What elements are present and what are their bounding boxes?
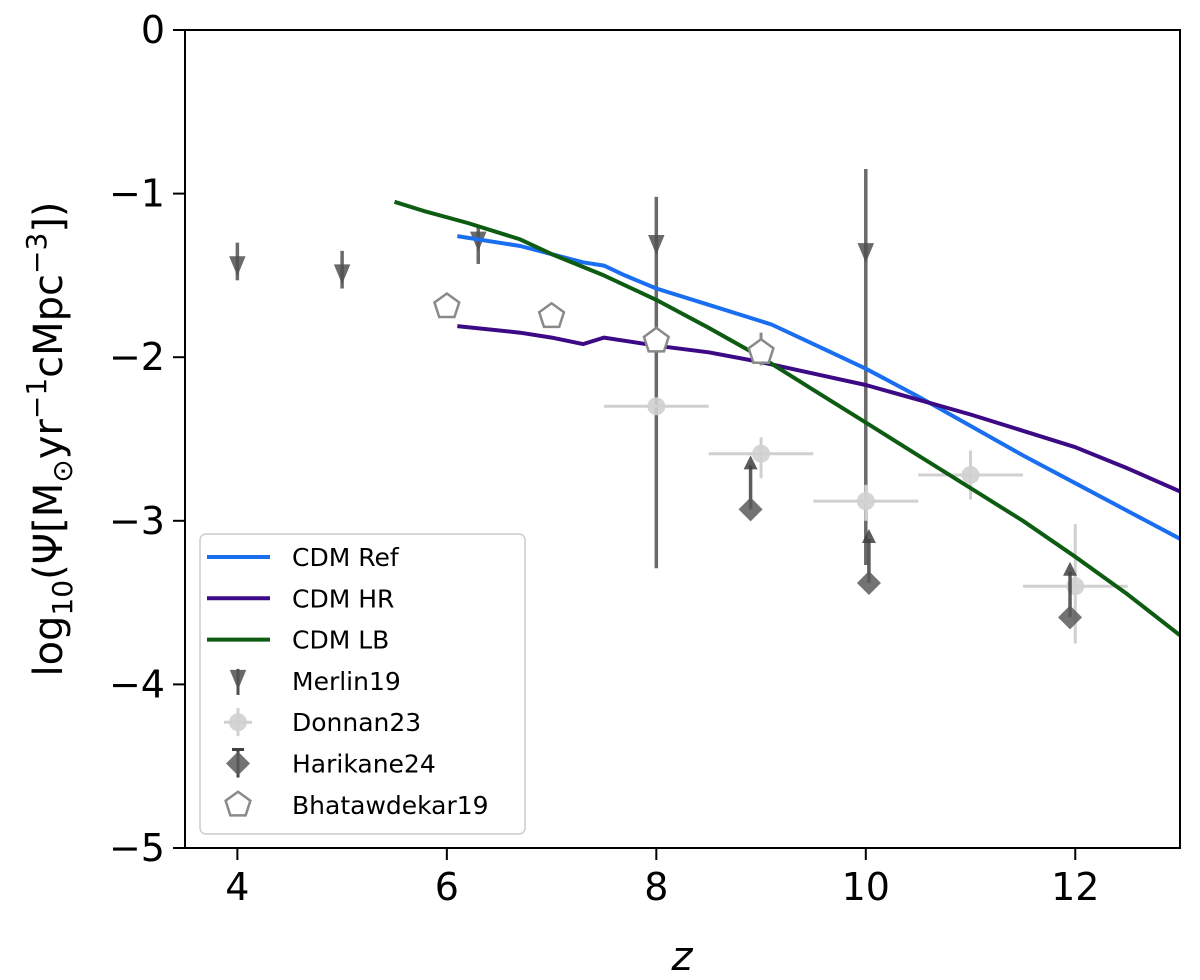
- legend-marker: [224, 790, 252, 817]
- series-line-cdm-ref: [456, 234, 1180, 541]
- legend-marker: [229, 669, 247, 690]
- legend-label: CDM HR: [292, 584, 394, 613]
- bhatawdekar-point: [537, 301, 566, 329]
- donnan-point: [647, 397, 666, 416]
- y-tick-label: −2: [109, 335, 165, 379]
- merlin-point: [333, 264, 351, 285]
- merlin-point: [648, 234, 665, 255]
- harikane-limit-arrow: [1063, 561, 1078, 576]
- x-axis-title: z: [671, 934, 694, 980]
- y-tick-label: −5: [109, 826, 165, 870]
- harikane-point: [738, 497, 763, 522]
- legend-label: CDM LB: [292, 626, 389, 655]
- y-tick-label: 0: [141, 8, 165, 52]
- x-tick-label: 8: [644, 865, 668, 909]
- harikane-point: [856, 570, 881, 595]
- x-tick-label: 4: [225, 865, 249, 909]
- donnan-point: [752, 444, 771, 463]
- harikane-limit-arrow: [861, 528, 876, 543]
- y-tick-label: −1: [109, 172, 165, 216]
- legend: CDM Ref CDM HR CDM LB Merlin19 Donnan23 Harik…: [199, 533, 526, 835]
- legend-label: Harikane24: [292, 750, 436, 779]
- legend-label: Merlin19: [292, 667, 401, 696]
- y-tick-label: −4: [109, 662, 165, 706]
- bhatawdekar-point: [642, 326, 671, 353]
- merlin-point: [229, 256, 246, 277]
- plot-frame: [184, 29, 1181, 849]
- legend-label: CDM Ref: [292, 543, 400, 572]
- bhatawdekar-point: [433, 291, 461, 319]
- x-tick-label: 10: [842, 865, 890, 909]
- legend-marker: [226, 751, 250, 776]
- series-line-cdm-hr: [457, 324, 1180, 494]
- merlin-point: [470, 231, 487, 252]
- donnan-point: [856, 492, 875, 511]
- legend-label: Donnan23: [292, 708, 421, 737]
- bhatawdekar-point: [747, 337, 775, 365]
- legend-label: Bhatawdekar19: [292, 791, 489, 820]
- harikane-point: [1058, 605, 1083, 630]
- x-tick-label: 6: [435, 865, 459, 909]
- x-tick-label: 12: [1051, 865, 1099, 909]
- y-tick-label: −3: [109, 499, 165, 543]
- legend-marker: [229, 713, 247, 732]
- harikane-limit-arrow: [743, 455, 758, 470]
- donnan-point: [961, 465, 980, 484]
- legend-box: [199, 533, 526, 835]
- merlin-point: [857, 243, 875, 263]
- y-axis-title: log10(Ψ[M⊙yr−1cMpc−3]): [20, 201, 79, 676]
